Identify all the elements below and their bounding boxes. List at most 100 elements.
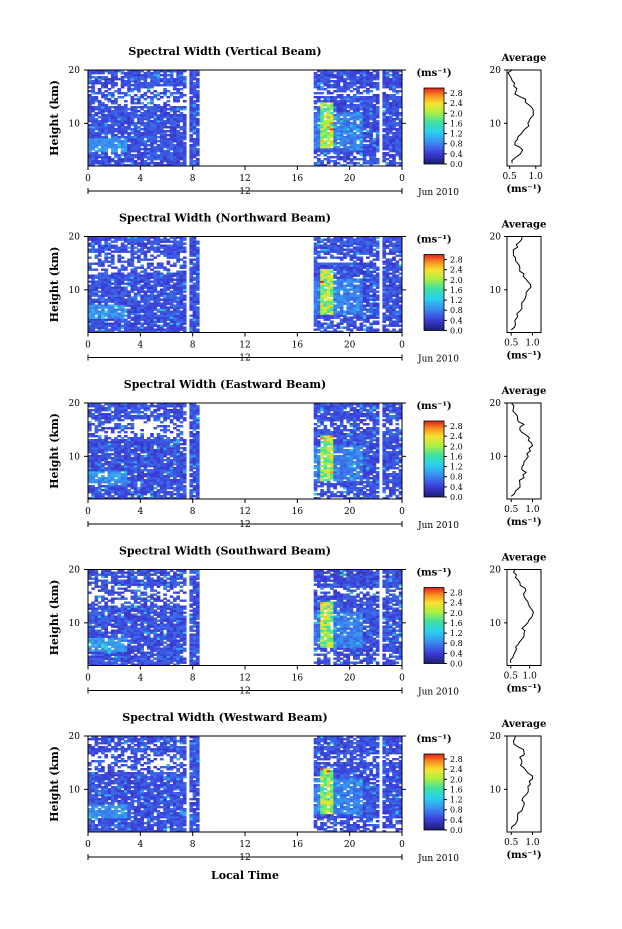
heatmap-cell (91, 244, 95, 247)
heatmap-cell (137, 98, 141, 101)
heatmap-cell (94, 439, 99, 442)
heatmap-cell (369, 142, 373, 145)
heatmap-cell (130, 80, 135, 83)
heatmap-cell (179, 248, 184, 251)
heatmap-cell (346, 84, 351, 87)
heatmap-cell (123, 266, 128, 269)
heatmap-cell (192, 138, 197, 141)
heatmap-cell (101, 78, 105, 81)
heatmap-cell (356, 108, 360, 111)
heatmap-cell (143, 122, 148, 125)
heatmap-cell (349, 126, 354, 129)
heatmap-cell (182, 116, 187, 119)
heatmap-cell (176, 130, 180, 133)
heatmap-cell (313, 146, 318, 149)
heatmap-cell (339, 294, 344, 297)
heatmap-cell (104, 134, 109, 137)
heatmap-cell (169, 264, 174, 267)
heatmap-cell (159, 302, 164, 305)
heatmap-cell (97, 70, 102, 73)
heatmap-cell (395, 74, 400, 77)
heatmap-cell (133, 246, 138, 249)
heatmap-cell (140, 296, 144, 299)
heatmap-cell (153, 274, 158, 277)
heatmap-cell (156, 156, 161, 159)
heatmap-cell (107, 276, 112, 279)
heatmap-cell (346, 88, 351, 91)
heatmap-cell (163, 300, 167, 303)
heatmap-cell (173, 286, 177, 289)
heatmap-cell (195, 82, 200, 85)
heatmap-cell (104, 160, 109, 163)
heatmap-cell (130, 254, 135, 257)
heatmap-cell (91, 152, 95, 155)
heatmap-cell (110, 322, 115, 325)
heatmap-cell (163, 114, 167, 117)
heatmap-cell (143, 306, 148, 309)
heatmap-cell (336, 136, 341, 139)
heatmap-cell (166, 118, 171, 121)
heatmap-cell (330, 130, 334, 133)
heatmap-cell (166, 262, 171, 265)
heatmap-cell (107, 238, 112, 241)
heatmap-cell (101, 104, 105, 107)
heatmap-cell (352, 88, 357, 91)
heatmap-cell (140, 308, 144, 311)
heatmap-cell (163, 88, 167, 91)
heatmap-cell (140, 138, 144, 141)
heatmap-cell (320, 76, 324, 79)
heatmap-cell (352, 112, 357, 115)
heatmap-cell (343, 150, 347, 153)
heatmap-cell (313, 112, 318, 115)
heatmap-cell (385, 314, 390, 317)
heatmap-cell (137, 74, 141, 77)
heatmap-cell (192, 114, 197, 117)
heatmap-cell (150, 108, 154, 111)
heatmap-cell (120, 126, 125, 129)
heatmap-cell (176, 74, 180, 77)
heatmap-cell (97, 112, 102, 115)
heatmap-cell (182, 120, 187, 123)
heatmap-cell (114, 240, 118, 243)
heatmap-cell (192, 144, 197, 147)
heatmap-cell (173, 130, 177, 133)
heatmap-cell (356, 326, 360, 329)
heatmap-cell (375, 320, 380, 323)
heatmap-cell (117, 164, 122, 167)
heatmap-cell (359, 84, 364, 87)
heatmap-cell (150, 298, 154, 301)
heatmap-cell (127, 128, 131, 131)
heatmap-cell (101, 413, 105, 416)
heatmap-cell (101, 94, 105, 97)
heatmap-cell (94, 114, 99, 117)
heatmap-cell (140, 106, 144, 109)
heatmap-cell (385, 98, 390, 101)
heatmap-cell (107, 78, 112, 81)
heatmap-cell (173, 254, 177, 257)
heatmap-cell (343, 132, 347, 135)
heatmap-cell (140, 120, 144, 123)
heatmap-cell (127, 74, 131, 77)
heatmap-cell (91, 308, 95, 311)
heatmap-cell (333, 102, 337, 105)
heatmap-cell (137, 80, 141, 83)
heatmap-cell (163, 286, 167, 289)
heatmap-cell (133, 70, 138, 73)
heatmap-cell (372, 138, 377, 141)
heatmap-cell (320, 86, 324, 89)
heatmap-cell (320, 122, 324, 125)
heatmap-cell (133, 140, 138, 143)
heatmap-cell (352, 144, 357, 147)
heatmap-cell (143, 130, 148, 133)
heatmap-cell (366, 130, 370, 133)
heatmap-cell (150, 138, 154, 141)
heatmap-cell (166, 156, 171, 159)
heatmap-cell (352, 118, 357, 121)
heatmap-cell (156, 104, 161, 107)
heatmap-cell (123, 156, 128, 159)
heatmap-cell (143, 276, 148, 279)
heatmap-cell (91, 114, 95, 117)
heatmap-cell (169, 310, 174, 313)
heatmap-cell (352, 96, 357, 99)
heatmap-cell (330, 118, 334, 121)
